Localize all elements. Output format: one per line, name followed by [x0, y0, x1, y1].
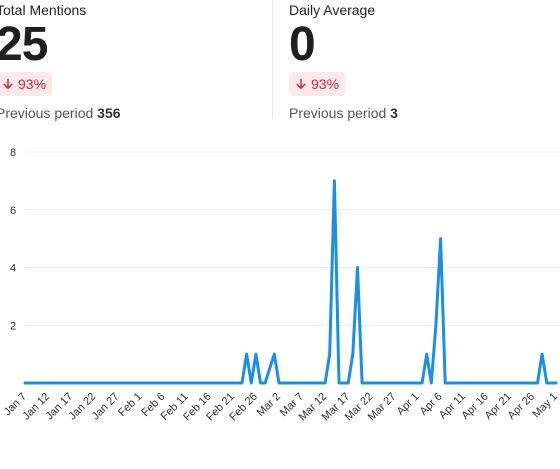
data-point — [264, 382, 267, 385]
x-tick-label: Apr 1 — [395, 391, 422, 418]
data-point — [24, 382, 27, 385]
daily-average-change: 93% — [311, 76, 340, 92]
data-point — [356, 266, 359, 269]
daily-average-label: Daily Average — [289, 2, 376, 18]
data-point — [282, 382, 285, 385]
data-point — [545, 382, 548, 385]
data-point — [434, 324, 437, 327]
total-mentions-change-badge: 93% — [0, 72, 53, 96]
y-tick-label: 8 — [10, 147, 16, 159]
total-mentions-change: 93% — [18, 76, 47, 92]
data-point — [245, 353, 248, 356]
arrow-down-icon — [2, 78, 14, 90]
total-mentions-card: Total Mentions 25 93% Previous period 35… — [0, 0, 121, 121]
x-tick-label: May 1 — [530, 391, 560, 421]
y-tick-label: 2 — [10, 320, 16, 332]
total-mentions-value: 25 — [0, 18, 48, 71]
stat-divider — [272, 0, 273, 118]
data-point — [536, 382, 539, 385]
x-tick-label: Feb 1 — [116, 391, 144, 419]
total-mentions-previous: Previous period 356 — [0, 105, 121, 121]
data-point — [250, 382, 253, 385]
daily-average-previous: Previous period 3 — [289, 105, 398, 121]
daily-average-change-badge: 93% — [289, 72, 346, 96]
data-point — [439, 237, 442, 240]
data-point — [351, 353, 354, 356]
data-point — [444, 382, 447, 385]
data-point — [361, 382, 364, 385]
mentions-series-line — [23, 179, 558, 385]
data-point — [277, 382, 280, 385]
data-point — [333, 179, 336, 182]
data-point — [259, 382, 262, 385]
x-tick-label: Mar 2 — [255, 391, 283, 419]
y-tick-label: 6 — [10, 205, 16, 217]
data-point — [328, 353, 331, 356]
previous-period-label: Previous period — [289, 105, 387, 121]
previous-period-value: 3 — [390, 105, 398, 121]
data-point — [273, 353, 276, 356]
data-point — [241, 382, 244, 385]
data-point — [254, 353, 257, 356]
data-point — [555, 382, 558, 385]
daily-average-value: 0 — [289, 18, 316, 71]
data-point — [324, 382, 327, 385]
y-tick-label: 4 — [10, 263, 16, 275]
total-mentions-label: Total Mentions — [0, 2, 87, 18]
data-point — [421, 382, 424, 385]
data-point — [541, 353, 544, 356]
data-point — [425, 353, 428, 356]
daily-average-card: Daily Average 0 93% Previous period 3 — [289, 0, 398, 121]
x-tick-label: Apr 26 — [506, 391, 537, 422]
arrow-down-icon — [295, 78, 307, 90]
previous-period-label: Previous period — [0, 105, 94, 121]
data-point — [430, 382, 433, 385]
data-point — [337, 382, 340, 385]
previous-period-value: 356 — [97, 105, 121, 121]
data-point — [347, 382, 350, 385]
